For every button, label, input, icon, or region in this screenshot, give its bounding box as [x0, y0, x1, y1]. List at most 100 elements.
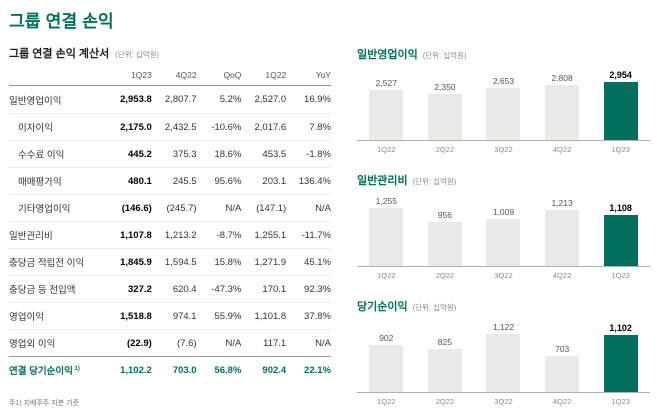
chart-x-axis: 1Q22 2Q22 3Q22 4Q22 1Q23 — [357, 145, 650, 154]
chart-unit: (단위: 십억원) — [412, 177, 457, 186]
footnote: 주1) 지배주주 지분 기준 — [9, 400, 80, 407]
x-axis-label: 1Q22 — [377, 145, 396, 154]
row-label: 기타영업이익 — [18, 204, 71, 215]
row-value: (22.9) — [126, 337, 152, 349]
row-value: (7.6) — [177, 337, 197, 349]
x-axis-label: 1Q23 — [611, 271, 630, 280]
x-axis-label: 1Q22 — [377, 271, 396, 280]
row-value: 445.2 — [128, 148, 152, 160]
row-value: 1,102.2 — [120, 364, 152, 376]
row-value: 203.1 — [262, 175, 287, 187]
bar-group: 1,108 — [591, 203, 650, 266]
chart-plot: 1,255 956 1,009 1,213 1,108 — [357, 195, 650, 267]
bar-group: 956 — [416, 210, 475, 266]
row-label: 이자이익 — [18, 123, 53, 134]
row-value: 2,175.0 — [120, 121, 152, 133]
bar-group: 902 — [357, 333, 416, 392]
table-row: 충당금 적립전 이익 1,845.9 1,594.5 15.8% 1,271.9 45.1… — [9, 248, 331, 275]
bar-group: 2,350 — [416, 82, 475, 140]
column-header: 4Q22 — [175, 70, 197, 80]
chart-general-admin-expenses: 일반관리비 (단위: 십억원) 1,255 956 1,009 1,213 1,108 … — [357, 172, 650, 280]
chart-general-operating-income: 일반영업이익 (단위: 십억원) 2,527 2,350 2,653 2,808 2,9… — [357, 46, 650, 154]
row-value: -10.6% — [211, 121, 242, 133]
bar-value-label: 2,954 — [609, 70, 632, 80]
bar-value-label: 1,009 — [492, 207, 515, 217]
table-unit: (단위: 십억원) — [115, 50, 159, 59]
row-value: (147.1) — [256, 202, 287, 214]
row-value: 480.1 — [128, 175, 152, 187]
bar-value-label: 2,653 — [492, 76, 515, 86]
row-value: 56.8% — [214, 364, 242, 376]
row-value: 136.4% — [298, 175, 331, 187]
bar — [486, 219, 521, 266]
bar-group: 825 — [416, 337, 475, 392]
row-label: 일반관리비 — [9, 231, 53, 242]
row-value: 375.3 — [172, 148, 197, 160]
bar-value-label: 703 — [554, 344, 570, 354]
bar-group: 2,808 — [533, 73, 592, 140]
bar — [486, 88, 521, 140]
bar-group: 703 — [533, 344, 592, 392]
column-header: 1Q22 — [265, 70, 287, 80]
x-axis-label: 4Q22 — [552, 397, 572, 406]
row-value: 37.8% — [304, 310, 331, 322]
row-value: 620.4 — [172, 283, 197, 295]
table-row: 영업외 이익 (22.9) (7.6) N/A 117.1 N/A — [9, 329, 331, 356]
bar-group: 1,102 — [591, 323, 650, 392]
bar-group: 1,255 — [357, 196, 416, 266]
bar — [486, 334, 521, 392]
bar — [603, 335, 638, 392]
table-row: 영업이익 1,518.8 974.1 55.9% 1,101.8 37.8% — [9, 302, 331, 329]
row-value: 5.2% — [219, 94, 242, 105]
row-value: -47.3% — [211, 283, 242, 295]
bar-value-label: 956 — [437, 210, 452, 220]
x-axis-label: 1Q22 — [377, 397, 396, 406]
row-value: -1.8% — [306, 148, 331, 160]
chart-title: 일반영업이익 — [357, 49, 418, 61]
chart-plot: 902 825 1,122 703 1,102 — [357, 321, 650, 393]
income-table: 1Q23 4Q22 QoQ 1Q22 YoY 일반영업이익 2,953.8 2,807.7 5… — [9, 70, 331, 383]
bar — [603, 215, 638, 266]
table-row: 충당금 등 전입액 327.2 620.4 -47.3% 170.1 92.3% — [9, 275, 331, 302]
bar — [427, 94, 462, 140]
bar — [369, 90, 404, 140]
bar — [427, 222, 462, 266]
bar-value-label: 2,527 — [375, 78, 397, 88]
row-value: 170.1 — [262, 283, 287, 295]
row-value: 2,807.7 — [164, 94, 197, 105]
row-value: N/A — [315, 337, 331, 349]
x-axis-label: 2Q22 — [435, 397, 455, 406]
bar — [603, 82, 638, 140]
row-value: (245.7) — [166, 202, 197, 214]
chart-header: 일반관리비 (단위: 십억원) — [357, 172, 650, 188]
row-value: 45.1% — [304, 256, 331, 268]
row-value: 22.1% — [304, 364, 331, 376]
bar-group: 1,122 — [474, 322, 533, 392]
row-label: 충당금 적립전 이익 — [9, 258, 85, 269]
row-value: 1,594.5 — [164, 256, 197, 268]
table-row: 일반관리비 1,107.8 1,213.2 -8.7% 1,255.1 -11.7% — [9, 221, 331, 248]
table-row: 기타영업이익 (146.6) (245.7) N/A (147.1) N/A — [9, 194, 331, 221]
table-row: 이자이익 2,175.0 2,432.5 -10.6% 2,017.6 7.8% — [9, 113, 331, 140]
x-axis-label: 3Q22 — [494, 145, 513, 154]
x-axis-label: 1Q23 — [611, 397, 630, 406]
bar-value-label: 1,122 — [492, 322, 515, 332]
table-row: 매매평가익 480.1 245.5 95.6% 203.1 136.4% — [9, 167, 331, 194]
bar-group: 1,009 — [474, 207, 533, 266]
row-value: 2,432.5 — [164, 121, 197, 133]
row-value: N/A — [315, 202, 331, 214]
income-table-body: 일반영업이익 2,953.8 2,807.7 5.2% 2,527.0 16.9% 이자이익… — [9, 86, 331, 383]
bar-group: 2,954 — [591, 70, 650, 140]
chart-net-income: 당기순이익 (단위: 십억원) 902 825 1,122 703 1,102 1Q22… — [357, 298, 650, 406]
table-row: 연결 당기순이익 1) 1,102.2 703.0 56.8% 902.4 22.1% — [9, 356, 331, 383]
row-value: 2,953.8 — [120, 94, 152, 105]
row-value: 18.6% — [214, 148, 242, 160]
column-header: 1Q23 — [131, 70, 152, 80]
row-label: 매매평가익 — [18, 177, 62, 188]
row-value: 16.9% — [304, 94, 331, 105]
bar-value-label: 1,108 — [609, 203, 632, 213]
bar-value-label: 2,350 — [434, 82, 456, 92]
charts-section: 일반영업이익 (단위: 십억원) 2,527 2,350 2,653 2,808 2,9… — [357, 45, 650, 408]
bar-group: 2,653 — [474, 76, 533, 140]
bar-value-label: 825 — [437, 337, 452, 347]
